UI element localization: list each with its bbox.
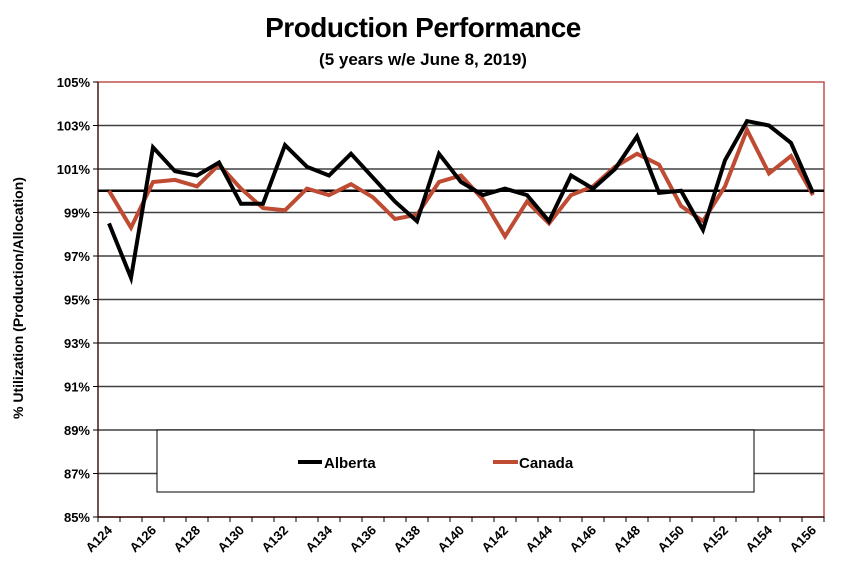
x-axis: A124 A126 A128 A130 A132 A134 A136 A138 A140 A142… [83,516,825,556]
x-tick-label: A134 [303,522,336,555]
y-tick-label: 91% [64,380,90,395]
x-tick-label: A154 [743,522,776,555]
y-tick-label: 89% [64,423,90,438]
y-tick-label: 103% [57,119,91,134]
x-tick-label: A136 [347,523,380,556]
chart-subtitle: (5 years w/e June 8, 2019) [319,50,527,69]
legend-label-canada: Canada [519,455,574,472]
y-tick-label: 101% [57,162,91,177]
x-tick-label: A142 [479,523,512,556]
y-tick-label: 105% [57,75,91,90]
x-tick-label: A150 [655,523,688,556]
y-tick-label: 97% [64,249,90,264]
y-tick-label: 87% [64,467,90,482]
x-tick-label: A152 [699,523,732,556]
x-tick-label: A140 [435,523,468,556]
y-tick-label: 85% [64,510,90,525]
series-line-alberta [107,118,815,286]
y-tick-label: 93% [64,336,90,351]
y-tick-label: 99% [64,206,90,221]
x-tick-label: A148 [611,523,644,556]
legend: Alberta Canada [156,429,755,493]
x-tick-label: A146 [567,523,600,556]
y-tick-label: 95% [64,293,90,308]
x-tick-label: A144 [523,522,556,555]
y-axis: 85% 87% 89% 91% 93% 95% 97% 99% 101% 103% 105% [57,75,99,525]
x-tick-label: A138 [391,523,424,556]
chart-title: Production Performance [265,12,581,43]
data-series [107,118,815,286]
x-tick-label: A130 [215,523,248,556]
x-tick-label: A132 [259,523,292,556]
x-tick-label: A124 [83,522,116,555]
x-tick-label: A126 [127,523,160,556]
legend-label-alberta: Alberta [324,455,376,472]
x-tick-label: A128 [171,523,204,556]
x-tick-label: A156 [787,523,820,556]
